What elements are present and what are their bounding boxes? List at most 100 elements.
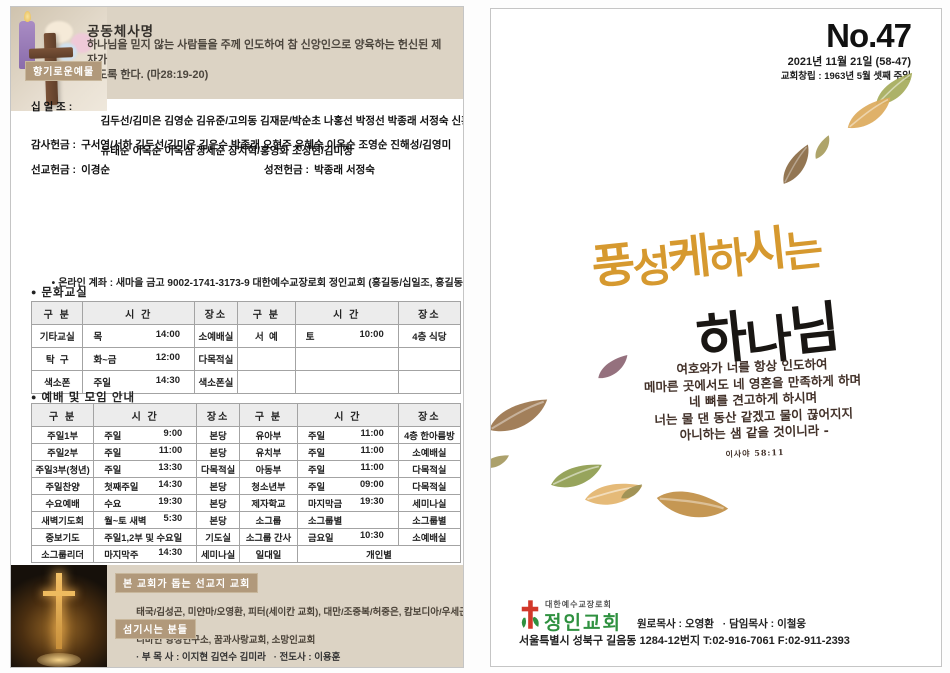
mission-churches-text: 태국/김성곤, 미얀마/오영환, 피터(세이칸 교회), 대만/조중복/허중은,… xyxy=(136,607,464,646)
table-cell: 세미나실 xyxy=(196,545,241,563)
bulletin-left-page: 공동체사명 하나님을 믿지 않는 사람들을 주께 인도하여 참 신앙인으로 양육… xyxy=(10,6,464,668)
table-row: 소그룹리더 마지막주 14:30 세미나실 일대일 개인별 xyxy=(30,545,462,563)
table-cell xyxy=(236,370,296,394)
table-cell: 마지막금 19:30 xyxy=(296,494,399,512)
mission-body-line2: 되도록 한다. (마28:19-20) xyxy=(87,69,209,81)
table-row: 탁 구 화~금 12:00 다목적실 xyxy=(30,347,462,371)
table-cell: 4층 식당 xyxy=(397,324,462,348)
flame-icon xyxy=(24,11,31,22)
table-cell: 소예배실 xyxy=(397,528,462,546)
table-header: 구 분 xyxy=(236,301,296,325)
flower-icon xyxy=(71,33,93,53)
thanks-label: 감사헌금 : xyxy=(31,139,77,151)
table-cell: 주일 11:00 xyxy=(93,443,198,461)
table-cell: 소그룹별 xyxy=(397,511,462,529)
candle-cross-photo xyxy=(11,7,107,111)
glow-light xyxy=(37,653,81,667)
church-founded-date: 교회창립 : 1963년 5월 셋째 주일 xyxy=(780,71,911,82)
table-cell: 토 10:00 xyxy=(294,324,399,348)
table-cell: 본당 xyxy=(196,426,241,444)
table-cell: 소그룹 xyxy=(239,511,298,529)
table-cell: 일대일 xyxy=(239,545,298,563)
glow-cross-icon xyxy=(56,573,62,649)
table-header: 구 분 xyxy=(30,301,84,325)
table-row: 수요예배 수요 19:30 본당 제자학교 마지막금 19:30 세미나실 xyxy=(30,494,462,512)
table-row: 새벽기도회 월~토 새벽 5:30 본당 소그룹 소그룹별 소그룹별 xyxy=(30,511,462,529)
church-cross-logo-icon xyxy=(519,599,541,636)
table-cell: 금요일 10:30 xyxy=(296,528,399,546)
denomination-label: 대한예수교장로회 xyxy=(545,600,612,609)
table-cell: 색소폰실 xyxy=(194,370,238,394)
table-cell: 탁 구 xyxy=(30,347,84,371)
table-header: 장소 xyxy=(397,403,462,427)
tithe-names-line2: 유태순 이옥순 이옥심 장세순 장치혁/홍영화 조성현/김미정 xyxy=(100,145,353,157)
autumn-leaf-icon xyxy=(644,480,741,531)
table-cell: 주일 11:00 xyxy=(296,443,399,461)
verse-text: 여호와가 너를 항상 인도하여 메마른 곳에서도 네 영혼을 만족하게 하며 네… xyxy=(579,353,927,467)
table-cell: 기타교실 xyxy=(30,324,84,348)
table-cell: 주일3부(청년) xyxy=(30,460,95,478)
table-header: 구 분 xyxy=(239,403,298,427)
table-cell: 본당 xyxy=(196,443,241,461)
table-cell: 개인별 xyxy=(296,545,462,563)
table-cell: 소그룹별 xyxy=(296,511,399,529)
tithe-row: 십 일 조 : 김두선/김미은 김영순 김유준/고의동 김재문/박순초 나홍선 … xyxy=(31,99,463,174)
autumn-leaf-icon xyxy=(491,389,556,445)
church-address: 서울특별시 성북구 길음동 1284-12번지 T:02-916-7061 F:… xyxy=(519,635,850,647)
table-cell: 다목적실 xyxy=(194,347,238,371)
issue-date: 2021년 11월 21일 (58-47) xyxy=(787,56,911,68)
table-cell: 서 예 xyxy=(236,324,296,348)
table-row: 주일2부 주일 11:00 본당 유치부 주일 11:00 소예배실 xyxy=(30,443,462,461)
table-cell xyxy=(397,370,462,394)
table-cell: 중보기도 xyxy=(30,528,95,546)
online-account-line: • 온라인 계좌 : 새마을 금고 9002-1741-3173-9 대한예수교장… xyxy=(51,278,464,289)
table-cell: 본당 xyxy=(196,511,241,529)
autumn-leaf-icon xyxy=(839,88,901,139)
table-cell: 유치부 xyxy=(239,443,298,461)
table-cell: 소그룹 간사 xyxy=(239,528,298,546)
mission-title: 공동체사명 xyxy=(87,24,155,39)
table-header: 구 분 xyxy=(30,403,95,427)
table-cell: 주일1부 xyxy=(30,426,95,444)
table-cell: 유아부 xyxy=(239,426,298,444)
tithe-names-line1: 김두선/김미은 김영순 김유준/고의동 김재문/박순초 나홍선 박정선 박종래 … xyxy=(100,115,463,127)
bulletin-cover-page: No.47 2021년 11월 21일 (58-47) 교회창립 : 1963년… xyxy=(490,8,942,667)
mission-offering-label: 선교헌금 : xyxy=(31,164,77,176)
table-row: 주일3부(청년) 주일 13:30 다목적실 아동부 주일 11:00 다목적실 xyxy=(30,460,462,478)
table-header: 장소 xyxy=(397,301,462,325)
table-cell: 목 14:00 xyxy=(82,324,195,348)
culture-section-title: ● 문화교실 xyxy=(31,287,88,299)
tithe-label: 십 일 조 : xyxy=(31,101,73,113)
temple-offering-names: 박종래 서정숙 xyxy=(314,164,375,176)
table-cell xyxy=(294,347,399,371)
table-cell: 청소년부 xyxy=(239,477,298,495)
table-header: 시 간 xyxy=(296,403,399,427)
table-row: 색소폰 주일 14:30 색소폰실 xyxy=(30,370,462,394)
autumn-leaf-icon xyxy=(774,139,820,191)
table-header: 장소 xyxy=(196,403,241,427)
mission-churches-ribbon: 본 교회가 돕는 선교지 교회 xyxy=(115,573,259,593)
pastors-line: 원로목사 : 오영환 · 담임목사 : 이철웅 xyxy=(637,618,807,630)
footer-strip: 본 교회가 돕는 선교지 교회 태국/김성곤, 미얀마/오영환, 피터(세이칸 … xyxy=(11,565,463,667)
table-row: 중보기도 주일1,2부 및 수요일 기도실 소그룹 간사 금요일 10:30 소예배실 xyxy=(30,528,462,546)
table-header: 시 간 xyxy=(93,403,198,427)
table-cell: 수요 19:30 xyxy=(93,494,198,512)
table-cell: 주일찬양 xyxy=(30,477,95,495)
table-cell xyxy=(236,347,296,371)
table-row: 기타교실 목 14:00 소예배실 서 예 토 10:00 4층 식당 xyxy=(30,324,462,348)
thanks-offering-row: 감사헌금 : 구서연/서하 김두선/김미은 김은수 박종래 오현주 유혜숙 이옥… xyxy=(31,137,451,152)
table-cell: 주일 11:00 xyxy=(296,460,399,478)
mission-body: 하나님을 믿지 않는 사람들을 주께 인도하여 참 신앙인으로 양육하는 헌신된… xyxy=(87,38,447,83)
section-bullet-icon: ● xyxy=(31,392,38,402)
table-cell: 4층 한아름방 xyxy=(397,426,462,444)
mission-offering-row: 선교헌금 : 이경순 xyxy=(31,162,110,177)
thanks-names: 구서연/서하 김두선/김미은 김은수 박종래 오현주 유혜숙 이옥순 조영순 진… xyxy=(81,139,452,151)
autumn-leaf-icon xyxy=(590,348,637,388)
glowing-cross-photo xyxy=(11,565,107,667)
calligraphy-title-line1: 풍성케하시는 xyxy=(589,220,823,296)
table-cell: 아동부 xyxy=(239,460,298,478)
mission-offering-names: 이경순 xyxy=(81,164,111,176)
wood-cross-icon xyxy=(28,47,74,59)
